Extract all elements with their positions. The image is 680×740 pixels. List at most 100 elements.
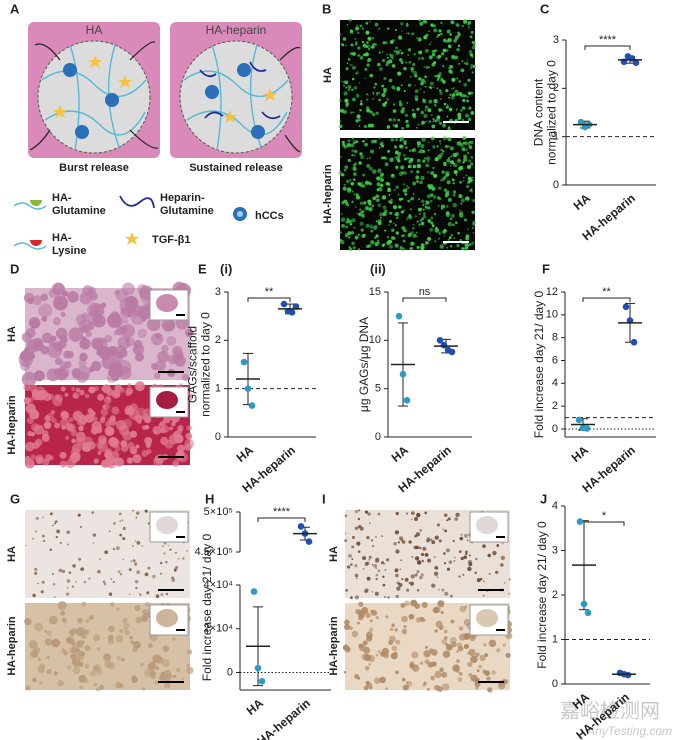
cell-spot: [482, 669, 487, 674]
cell-spot: [374, 591, 379, 596]
cell-spot: [357, 550, 361, 553]
cell-spot: [390, 137, 395, 142]
cell-spot: [130, 560, 133, 563]
cell-spot: [346, 143, 351, 148]
cell-spot: [374, 22, 379, 27]
cell-spot: [370, 45, 373, 49]
cell-spot: [404, 157, 407, 161]
cells: [63, 63, 265, 139]
cell-spot: [354, 526, 359, 531]
cell-spot: [43, 421, 52, 430]
cell-spot: [408, 60, 412, 64]
cell-spot: [368, 166, 373, 171]
cell-spot: [458, 633, 467, 641]
cell-spot: [120, 307, 127, 314]
cell-spot: [365, 106, 370, 110]
cell-spot: [349, 63, 352, 66]
data-point: [577, 118, 585, 126]
cell-spot: [415, 231, 418, 234]
cell-spot: [359, 526, 364, 531]
cell-spot: [438, 232, 441, 235]
cell-spot: [465, 234, 470, 238]
cell-spot: [412, 227, 415, 230]
cell-spot: [420, 78, 425, 83]
cell-spot: [411, 112, 416, 117]
cell-spot: [448, 236, 452, 239]
cell-spot: [77, 617, 83, 624]
heparin-gel: [179, 40, 293, 154]
cell-spot: [451, 87, 453, 90]
cell-spot: [353, 154, 356, 157]
cell-spot: [437, 204, 440, 207]
cell-spot: [59, 541, 63, 545]
cell-spot: [374, 558, 380, 564]
cell-spot: [104, 426, 115, 437]
cell-spot: [110, 578, 112, 580]
cell-spot: [465, 61, 469, 66]
cell-spot: [369, 20, 371, 23]
cell-spot: [347, 158, 351, 163]
cell-spot: [420, 199, 425, 204]
cell-spot: [42, 458, 50, 466]
cell-spot: [383, 76, 387, 81]
cell-spot: [386, 97, 390, 101]
cell-spot: [412, 234, 417, 238]
cell-spot: [415, 545, 419, 550]
micrograph: [24, 601, 194, 692]
cell-spot: [25, 685, 31, 691]
cell-spot: [424, 157, 427, 160]
cell-spot: [430, 221, 434, 225]
cell-spot: [496, 545, 499, 548]
cell-spot: [446, 29, 451, 34]
legend-text: hCCs: [255, 210, 284, 222]
cell-spot: [433, 195, 437, 199]
y-axis-label: normalized to day 0: [199, 312, 213, 417]
cell-spot: [119, 573, 123, 576]
cell-spot: [168, 545, 170, 547]
cell-spot: [443, 188, 448, 192]
cell-spot: [409, 75, 412, 78]
cell-spot: [400, 166, 403, 169]
cell-spot: [405, 218, 409, 221]
cell-spot: [450, 213, 455, 218]
cell-spot: [362, 173, 365, 177]
cell-spot: [354, 206, 357, 209]
cell-spot: [24, 617, 32, 626]
cell-spot: [361, 40, 364, 44]
cell-spot: [125, 387, 134, 395]
cell-spot: [102, 384, 112, 394]
cell-spot: [399, 49, 402, 52]
cell-spot: [344, 225, 349, 229]
cell-spot: [462, 179, 465, 182]
significance-label: **: [265, 286, 274, 298]
cell-spot: [430, 171, 435, 176]
cell-spot: [123, 318, 129, 324]
cell-spot: [427, 558, 432, 563]
cell-spot: [144, 572, 149, 577]
cell-spot: [404, 577, 409, 582]
panel-label: I: [322, 491, 326, 506]
cell-spot: [444, 57, 448, 61]
cell-spot: [153, 680, 159, 685]
cell-spot: [84, 393, 90, 399]
cell-spot: [34, 571, 38, 575]
cell-spot: [452, 190, 457, 194]
cell-spot: [369, 224, 374, 229]
cell-spot: [471, 210, 475, 215]
cell-spot: [442, 528, 445, 531]
cell-spot: [381, 195, 387, 200]
cell-spot: [169, 426, 173, 431]
cell-spot: [406, 156, 410, 160]
y-tick-label: 3: [552, 544, 558, 556]
cell-spot: [163, 415, 171, 424]
cell-spot: [410, 196, 415, 201]
cell-spot: [362, 139, 365, 143]
cell-spot: [445, 195, 448, 198]
cell-spot: [380, 216, 382, 219]
cell-spot: [38, 303, 53, 318]
cell-spot: [419, 575, 423, 580]
cell-spot: [111, 406, 120, 415]
cell-spot: [40, 590, 44, 594]
cell-spot: [389, 40, 394, 44]
cell-spot: [382, 58, 386, 62]
